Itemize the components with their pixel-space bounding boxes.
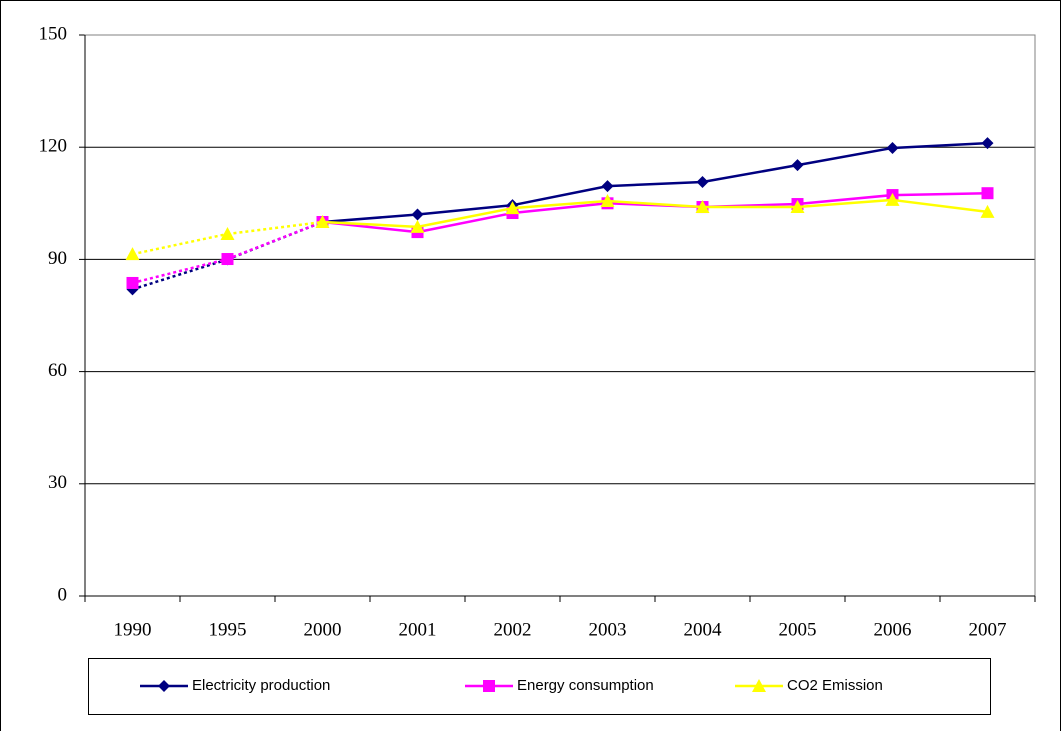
point-marker xyxy=(125,247,140,261)
point-marker xyxy=(315,215,330,228)
legend-label: Energy consumption xyxy=(517,677,654,694)
line-segment xyxy=(797,198,893,209)
point-marker xyxy=(483,680,495,692)
point-marker xyxy=(600,194,615,208)
point-marker xyxy=(505,201,520,215)
x-tick-label: 1990 xyxy=(114,619,152,640)
y-tick-label: 0 xyxy=(58,584,68,605)
point-marker xyxy=(752,679,766,692)
line-segment xyxy=(797,146,893,167)
line-segment xyxy=(132,257,228,285)
point-marker xyxy=(126,276,139,289)
line-segment xyxy=(512,202,608,215)
legend-label: CO2 Emission xyxy=(787,677,883,694)
x-tick-label: 2007 xyxy=(969,619,1007,640)
point-marker xyxy=(695,200,710,214)
point-marker xyxy=(696,175,709,188)
point-marker xyxy=(220,226,235,240)
y-tick-label: 60 xyxy=(48,360,67,381)
point-marker xyxy=(886,141,899,154)
line-segment xyxy=(607,199,703,209)
x-tick-label: 2006 xyxy=(874,619,912,640)
line-segment xyxy=(417,203,513,216)
x-tick-label: 2002 xyxy=(494,619,532,640)
line-segment xyxy=(417,211,513,234)
line-segment xyxy=(892,198,988,214)
line-segment xyxy=(512,184,608,207)
x-tick-label: 2001 xyxy=(399,619,437,640)
line-segment xyxy=(132,258,228,291)
point-marker xyxy=(790,200,805,214)
line-segment xyxy=(227,220,323,261)
point-marker xyxy=(981,187,994,200)
point-marker xyxy=(885,192,900,206)
line-segment xyxy=(797,193,893,206)
x-tick-label: 2004 xyxy=(684,619,723,640)
y-tick-label: 30 xyxy=(48,472,67,493)
point-marker xyxy=(410,219,425,233)
point-marker xyxy=(158,680,170,692)
line-segment xyxy=(702,163,798,184)
point-marker xyxy=(221,253,234,266)
point-marker xyxy=(791,159,804,172)
y-tick-label: 90 xyxy=(48,248,67,269)
line-segment xyxy=(892,141,988,150)
legend-box xyxy=(88,658,991,715)
line-segment xyxy=(322,220,418,229)
y-tick-label: 150 xyxy=(39,23,68,44)
point-marker xyxy=(981,137,994,150)
line-segment xyxy=(227,220,323,236)
line-segment xyxy=(322,213,418,224)
line-segment xyxy=(607,180,703,188)
legend: Electricity production Energy consumption… xyxy=(140,677,883,694)
line-segment xyxy=(132,232,228,256)
point-marker xyxy=(980,204,995,218)
x-tick-label: 2005 xyxy=(779,619,817,640)
point-marker xyxy=(601,180,614,193)
legend-label: Electricity production xyxy=(192,677,330,694)
line-segment xyxy=(417,206,513,229)
x-tick-label: 2003 xyxy=(589,619,627,640)
line-segment xyxy=(892,191,988,197)
line-segment xyxy=(512,199,608,210)
x-tick-label: 2000 xyxy=(304,619,342,640)
x-tick-label: 1995 xyxy=(209,619,247,640)
y-tick-label: 120 xyxy=(39,136,68,157)
point-marker xyxy=(411,208,424,221)
